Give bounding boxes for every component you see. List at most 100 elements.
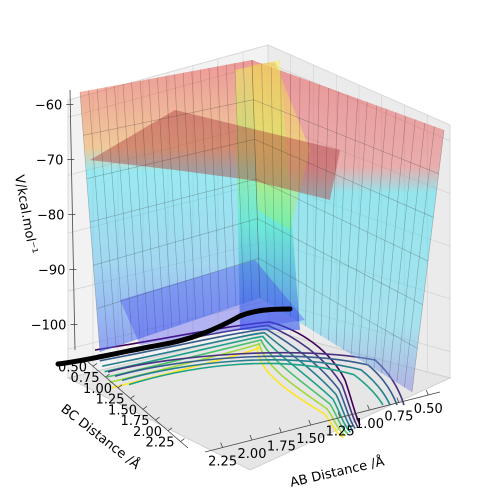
mesh-line <box>297 77 301 322</box>
mesh-line <box>251 59 261 299</box>
y-tick-label: 1.00 <box>83 382 112 397</box>
mesh-line <box>86 139 255 179</box>
mesh-line <box>366 108 387 364</box>
mesh-line <box>88 90 109 350</box>
y-tick-mark <box>130 395 135 399</box>
z-tick-label: −70 <box>36 154 63 169</box>
mesh-line <box>131 82 149 336</box>
z-tick-label: −90 <box>38 264 65 279</box>
mesh-line <box>381 115 406 374</box>
contour-line <box>99 328 356 430</box>
z-tick-label: −100 <box>31 319 67 334</box>
x-tick-mark <box>279 427 282 433</box>
contour-line <box>114 355 398 406</box>
surface <box>79 59 445 393</box>
x-tick-mark <box>425 389 429 396</box>
x-axis-label: AB Distance /Å <box>288 453 385 490</box>
surface-mesh <box>79 59 445 393</box>
x-tick-mark <box>337 412 341 418</box>
y-axis-line <box>87 361 189 449</box>
mesh-line <box>157 77 173 328</box>
x-tick-label: 2.00 <box>238 447 267 462</box>
mesh-line <box>270 66 276 308</box>
contour-line <box>102 331 354 431</box>
y-tick-mark <box>117 384 123 389</box>
mesh-line <box>373 112 397 369</box>
mesh-line <box>96 88 117 347</box>
z-axis-ticks: −100 −90 −80 −70 −60 <box>31 99 78 334</box>
y-tick-label: 1.50 <box>108 403 137 418</box>
x-axis-line <box>204 391 441 453</box>
mesh-line <box>411 129 445 393</box>
axis-lines <box>69 89 441 453</box>
y-tick-mark <box>167 427 173 432</box>
x-tick-label: 0.50 <box>414 402 443 417</box>
mesh-line <box>208 67 221 312</box>
x-tick-label: 1.50 <box>296 432 325 447</box>
mesh-line <box>105 87 125 344</box>
mesh-line <box>96 258 259 309</box>
mesh-line <box>243 61 253 301</box>
mesh-line <box>312 84 320 331</box>
x-tick-label: 2.25 <box>208 455 237 470</box>
x-axis-ticks: 2.25 2.00 1.75 1.50 1.25 1.00 0.75 0.50 <box>208 389 443 470</box>
x-tick-mark <box>367 404 370 411</box>
x-tick-mark <box>249 434 253 441</box>
mesh-line <box>254 139 434 218</box>
mesh-line <box>305 80 310 327</box>
z-axis-line <box>69 89 76 351</box>
surface-left-wall <box>80 60 260 352</box>
mesh-line <box>258 258 418 349</box>
mesh-line <box>396 122 426 383</box>
mesh-line <box>257 218 423 305</box>
mesh-line <box>165 75 181 326</box>
y-tick-mark <box>105 373 110 378</box>
mesh-line <box>251 59 261 299</box>
mesh-line <box>89 178 257 223</box>
contour-line <box>106 339 349 435</box>
x-tick-label: 1.00 <box>355 417 384 432</box>
y-tick-label: 2.25 <box>146 436 175 451</box>
y-tick-label: 0.75 <box>71 371 100 386</box>
contour-line <box>107 351 405 406</box>
mesh-line <box>217 66 229 309</box>
mesh-line <box>114 85 133 342</box>
x-tick-label: 1.75 <box>267 440 296 455</box>
mesh-line <box>83 99 254 136</box>
mesh-line <box>261 63 268 303</box>
contour-line <box>121 359 391 406</box>
y-tick-mark <box>92 362 98 367</box>
x-tick-mark <box>396 397 400 403</box>
mesh-line <box>200 69 213 315</box>
mesh-line <box>404 126 435 388</box>
trajectory-line <box>55 306 293 367</box>
mesh-line <box>79 91 101 353</box>
mesh-line <box>234 63 245 304</box>
trajectory <box>55 306 293 367</box>
surface-plateau <box>90 110 340 200</box>
x-tick-label: 1.25 <box>326 425 355 440</box>
x-tick-mark <box>220 442 223 448</box>
contour-line <box>128 362 384 406</box>
y-tick-label: 1.25 <box>96 393 125 408</box>
mesh-line <box>148 79 165 331</box>
x-tick-label: 0.75 <box>384 410 413 425</box>
contour-line <box>104 335 351 433</box>
y-tick-mark <box>142 405 148 410</box>
mesh-line <box>174 74 189 323</box>
mesh-line <box>122 83 141 339</box>
y-axis-ticks: 0.500.751.001.251.501.752.002.25 <box>58 360 185 451</box>
mesh-line <box>225 64 237 307</box>
mesh-line <box>335 94 349 346</box>
z-tick-label: −60 <box>35 99 62 114</box>
mesh-line <box>328 91 339 341</box>
mesh-line <box>388 119 416 378</box>
mesh-line <box>343 98 358 350</box>
mesh-line <box>253 99 439 174</box>
mesh-line <box>182 72 197 320</box>
y-tick-label: 2.00 <box>133 425 162 440</box>
mesh-line <box>358 105 378 360</box>
surface-channel <box>120 260 305 345</box>
mesh-line <box>191 71 205 317</box>
